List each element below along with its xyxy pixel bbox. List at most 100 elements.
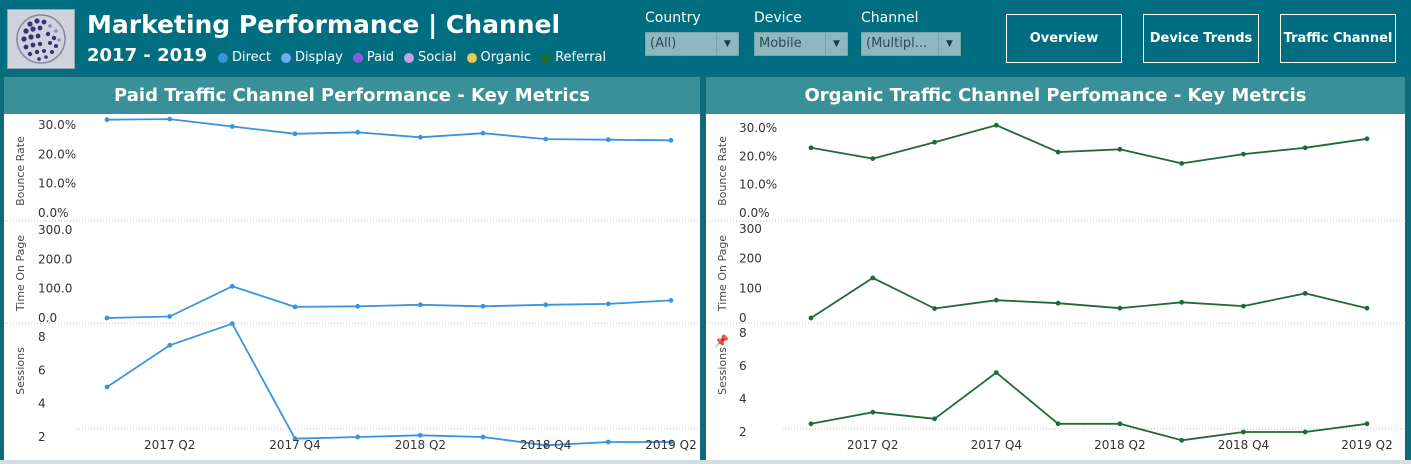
x-tick-label: 2018 Q2 <box>1094 438 1145 452</box>
channel-filter: Channel (Multipl... ▼ <box>861 10 961 56</box>
data-point <box>808 315 814 321</box>
channel-select[interactable]: (Multipl... ▼ <box>861 32 961 56</box>
legend-dot-icon <box>403 52 414 63</box>
data-point <box>1302 429 1308 435</box>
company-logo <box>7 9 75 69</box>
y-tick-label: 0.0% <box>38 206 69 220</box>
data-point <box>229 283 235 289</box>
data-point <box>1302 291 1308 296</box>
y-tick-label: 4 <box>739 392 747 406</box>
data-point <box>229 124 235 129</box>
y-tick-label: 100.0 <box>38 282 72 296</box>
data-point <box>1179 437 1185 443</box>
data-point <box>932 416 937 422</box>
series-line <box>810 276 1368 319</box>
data-point <box>480 434 486 440</box>
legend-item-display[interactable]: Display <box>280 50 343 65</box>
y-tick-label: 8 <box>38 330 46 344</box>
device-filter: Device Mobile ▼ <box>754 10 848 56</box>
device-select-value: Mobile <box>759 36 802 51</box>
data-point <box>605 137 611 143</box>
data-point <box>1364 305 1370 311</box>
data-point <box>605 439 611 445</box>
y-tick-label: 6 <box>38 363 46 377</box>
legend-item-organic[interactable]: Organic <box>466 50 531 65</box>
legend-label: Display <box>294 50 343 65</box>
data-point <box>417 134 423 140</box>
page-title: Marketing Performance | Channel <box>87 10 561 39</box>
channel-filter-label: Channel <box>861 10 919 26</box>
legend-item-paid[interactable]: Paid <box>352 50 394 65</box>
data-point <box>355 303 361 309</box>
data-point <box>104 384 110 390</box>
pin-icon: 📌 <box>714 333 729 348</box>
legend-item-direct[interactable]: Direct <box>218 50 271 65</box>
device-select[interactable]: Mobile ▼ <box>754 32 848 56</box>
y-tick-label: 30.0% <box>38 118 76 132</box>
data-point <box>104 117 110 123</box>
data-point <box>808 145 814 151</box>
data-point <box>808 421 814 427</box>
x-tick-label: 2017 Q2 <box>144 438 195 452</box>
series-line <box>106 285 672 319</box>
data-point <box>1302 145 1308 151</box>
series-line <box>810 124 1368 165</box>
data-point <box>417 302 423 308</box>
year-range: 2017 - 2019 <box>87 45 208 66</box>
country-select[interactable]: (All) ▼ <box>645 32 739 56</box>
device-trends-button[interactable]: Device Trends <box>1143 14 1259 63</box>
data-point <box>292 436 298 442</box>
series-line <box>106 322 671 447</box>
y-axis-label: Time On Page <box>716 235 729 312</box>
data-point <box>1364 136 1370 142</box>
data-point <box>1055 300 1061 306</box>
y-tick-label: 200 <box>739 252 762 266</box>
data-point <box>229 321 235 327</box>
x-tick-label: 2018 Q4 <box>1218 438 1269 452</box>
y-tick-label: 0.0% <box>739 206 770 220</box>
data-point <box>543 442 549 448</box>
data-point <box>1117 146 1123 152</box>
data-point <box>355 434 361 440</box>
data-point <box>1241 303 1246 309</box>
data-point <box>167 116 173 122</box>
device-filter-label: Device <box>754 10 802 26</box>
y-axis-label: Bounce Rate <box>14 136 27 206</box>
y-tick-label: 300.0 <box>38 223 72 237</box>
overview-button[interactable]: Overview <box>1006 14 1122 63</box>
data-point <box>480 303 486 309</box>
legend-label: Paid <box>366 50 394 65</box>
legend-dot-icon <box>352 52 363 63</box>
data-point <box>870 409 876 415</box>
data-point <box>355 129 361 135</box>
x-tick-label: 2017 Q2 <box>847 438 898 452</box>
data-point <box>1055 421 1061 427</box>
traffic-channel-button[interactable]: Traffic Channel <box>1280 14 1396 63</box>
logo-dots-icon <box>16 14 66 64</box>
data-point <box>668 137 674 143</box>
x-tick-label: 2019 Q2 <box>1341 438 1392 452</box>
y-tick-label: 100 <box>739 281 762 295</box>
chevron-down-icon[interactable]: ▼ <box>938 33 960 55</box>
y-tick-label: 6 <box>739 359 747 373</box>
data-point <box>1241 151 1246 157</box>
legend-item-referral[interactable]: Referral <box>541 50 606 65</box>
data-point <box>1117 305 1123 311</box>
data-point <box>605 301 611 307</box>
data-point <box>993 297 999 303</box>
header-bar: Marketing Performance | Channel 2017 - 2… <box>0 0 1411 74</box>
legend-dot-icon <box>541 52 552 63</box>
data-point <box>668 298 674 303</box>
data-point <box>543 302 549 308</box>
x-tick-label: 2018 Q4 <box>520 438 571 452</box>
chevron-down-icon[interactable]: ▼ <box>825 33 847 55</box>
chevron-down-icon[interactable]: ▼ <box>716 33 738 55</box>
series-line <box>106 118 672 142</box>
organic-channel-panel: Organic Traffic Channel Perfomance - Key… <box>706 77 1405 460</box>
y-tick-label: 2 <box>739 425 747 439</box>
legend-dot-icon <box>466 52 477 63</box>
legend-item-social[interactable]: Social <box>403 50 457 65</box>
x-tick-label: 2017 Q4 <box>971 438 1022 452</box>
y-axis-label: Time On Page <box>14 235 27 312</box>
